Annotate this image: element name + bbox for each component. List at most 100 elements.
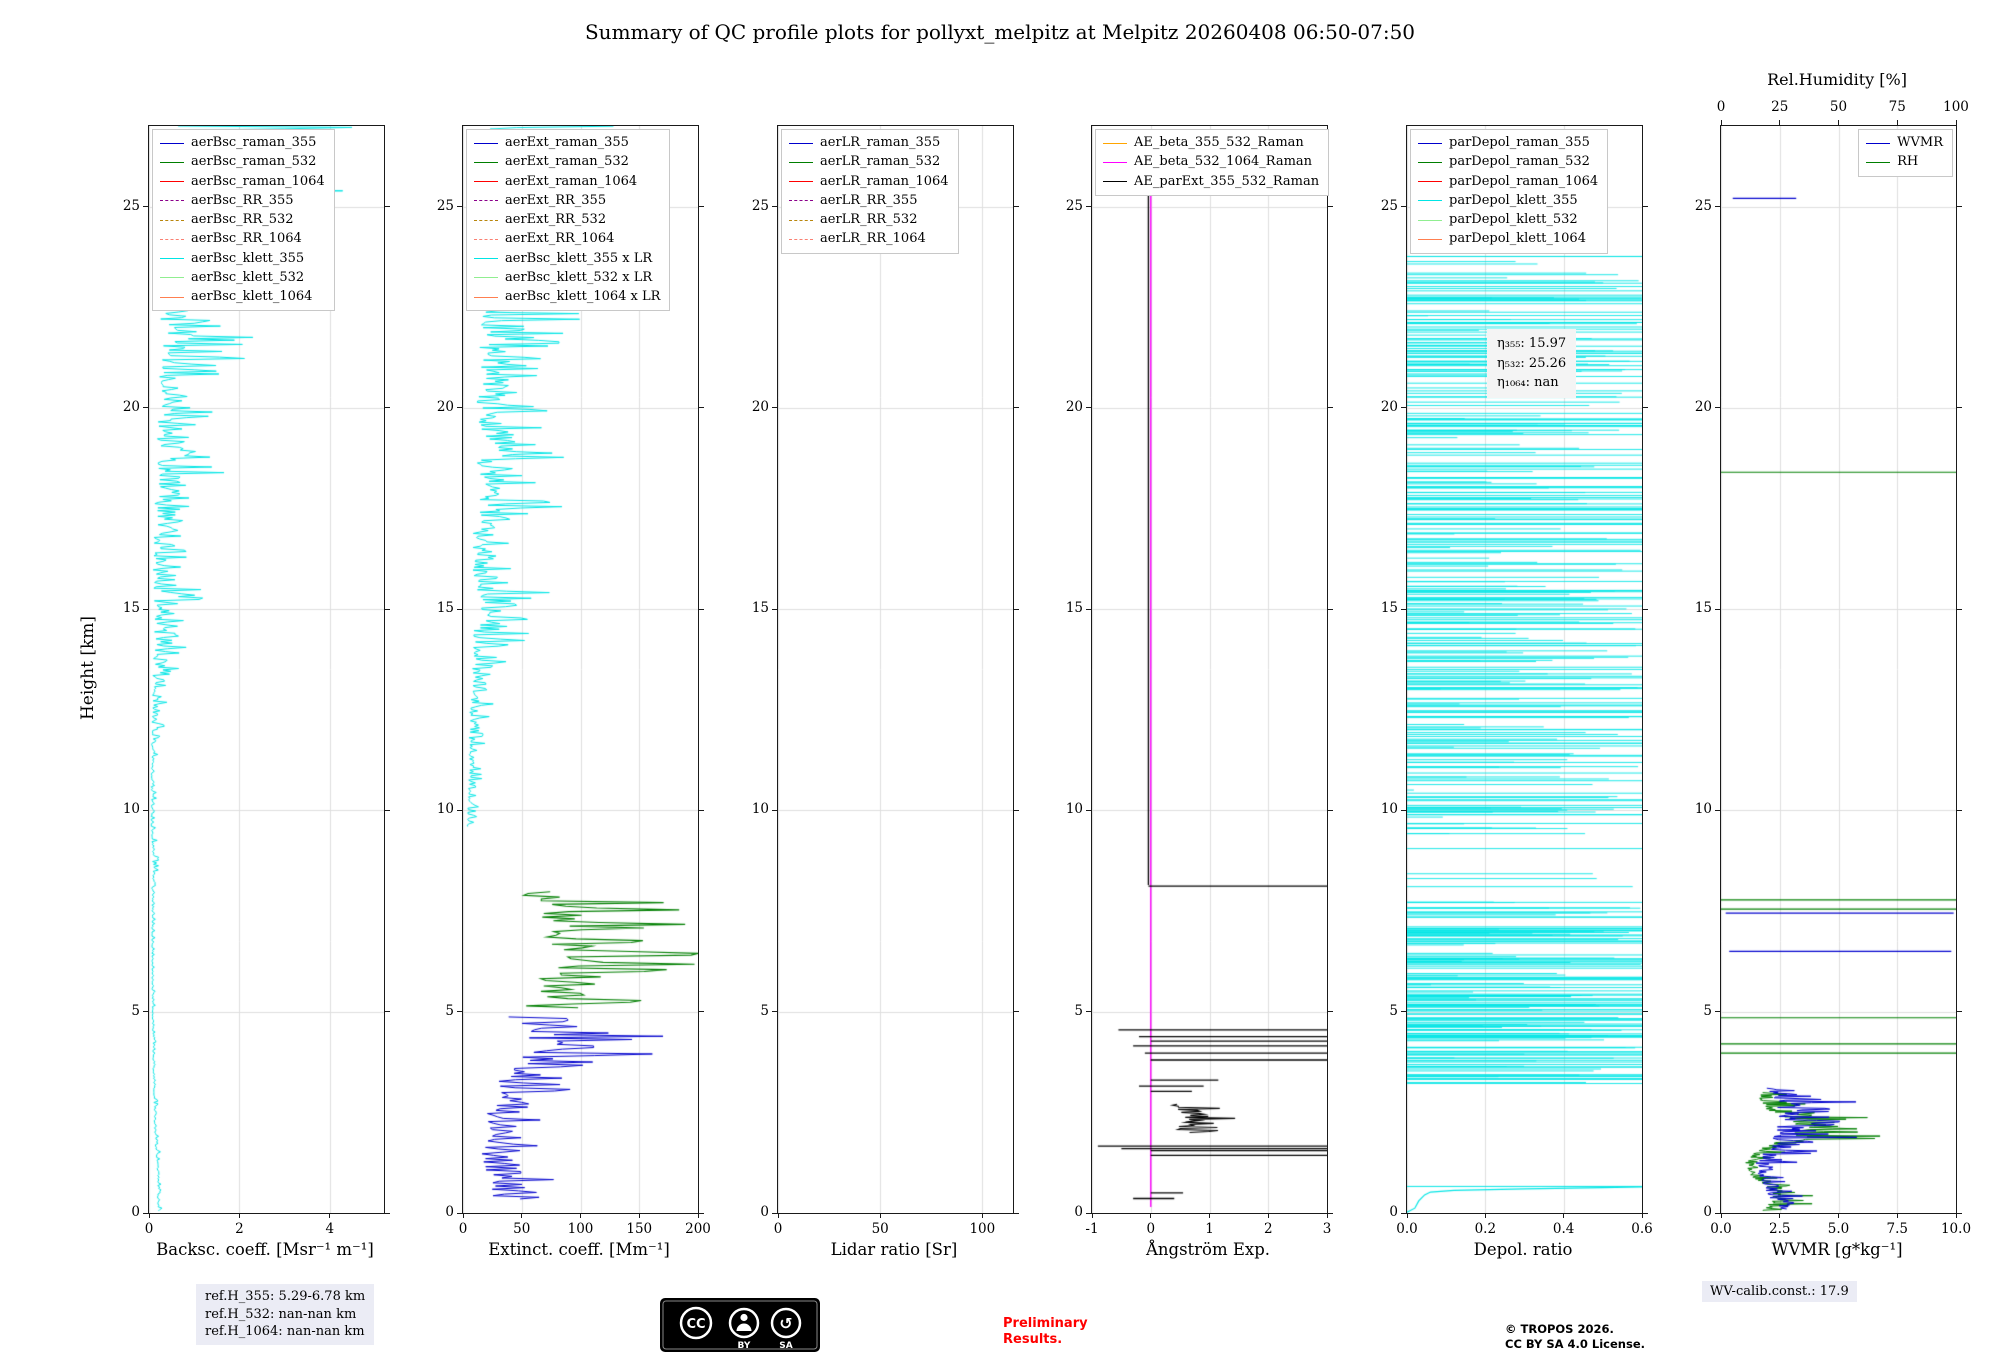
legend-line-sample (789, 142, 813, 144)
x-tick-label: 2 (235, 1221, 244, 1237)
y-tick-label: 0 (445, 1204, 454, 1220)
x-tick-mark (1896, 1213, 1898, 1218)
legend-line-sample (1418, 200, 1442, 202)
y-tick-mark-right (1328, 407, 1333, 409)
x-tick-mark (638, 1213, 640, 1218)
top-tick-mark (1896, 120, 1898, 125)
y-tick-label: 10 (1380, 801, 1398, 818)
y-tick-label: 20 (751, 398, 769, 415)
legend-item: aerBsc_klett_1064 x LR (474, 289, 660, 305)
x-tick-label: 0.6 (1631, 1221, 1653, 1237)
legend-label: parDepol_klett_1064 (1449, 231, 1586, 247)
legend-label: aerExt_raman_1064 (505, 173, 638, 189)
legend-item: aerBsc_klett_532 x LR (474, 270, 660, 286)
y-tick-mark (772, 407, 777, 409)
legend-label: aerBsc_raman_532 (191, 154, 317, 170)
legend: AE_beta_355_532_Raman AE_beta_532_1064_Ra… (1095, 129, 1330, 196)
y-tick-mark-right (1957, 608, 1962, 610)
y-tick-label: 0 (1074, 1204, 1083, 1220)
cc-icon: CC (686, 1317, 705, 1332)
legend-item: aerExt_RR_1064 (474, 231, 660, 247)
depol-canvas (1407, 126, 1642, 1213)
copyright-note: © TROPOS 2026. CC BY SA 4.0 License. (1505, 1322, 1645, 1352)
y-tick-mark-right (699, 809, 704, 811)
legend-item: RH (1866, 154, 1943, 170)
y-tick-mark (1401, 1011, 1406, 1013)
x-tick-label: 1 (1205, 1221, 1214, 1237)
y-tick-label: 25 (436, 197, 454, 214)
y-tick-mark (457, 608, 462, 610)
y-tick-mark (143, 1011, 148, 1013)
eta-1064: η₁₀₆₄: nan (1497, 375, 1559, 390)
legend-line-sample (1418, 142, 1442, 144)
legend: WVMR RH (1858, 129, 1953, 177)
legend-label: parDepol_klett_532 (1449, 212, 1578, 227)
legend-line-sample (474, 258, 498, 260)
cc-by-sa-license-badge: CC ↺ BY SA (660, 1298, 820, 1352)
x-tick-mark (148, 1213, 150, 1218)
x-tick-label: 5.0 (1827, 1221, 1850, 1237)
top-tick-mark (1955, 120, 1957, 125)
y-tick-label: 15 (1065, 600, 1083, 617)
x-tick-label: 100 (969, 1221, 996, 1237)
legend-label: aerExt_raman_355 (505, 135, 629, 150)
legend-item: aerExt_raman_532 (474, 154, 660, 170)
x-tick-label: 10.0 (1940, 1221, 1972, 1237)
x-tick-label: 50 (513, 1221, 531, 1237)
x-tick-mark (1641, 1213, 1643, 1218)
panel-lidar-ratio: 0 50 100 0 5 10 15 20 25 aerLR_raman_355 aerLR_ram… (752, 125, 1019, 1237)
legend-line-sample (1103, 142, 1127, 144)
top-tick-label: 0 (1716, 99, 1726, 115)
ref-height-1064: ref.H_1064: nan-nan km (205, 1324, 365, 1340)
y-tick-mark (1086, 1212, 1091, 1214)
y-tick-mark-right (1643, 1011, 1648, 1013)
y-tick-label: 10 (1694, 801, 1712, 818)
legend-label: aerBsc_RR_532 (191, 212, 294, 227)
y-tick-mark-right (1643, 407, 1648, 409)
legend-label: aerLR_RR_1064 (820, 231, 926, 247)
y-tick-label: 10 (436, 801, 454, 818)
legend-line-sample (1418, 219, 1442, 221)
y-tick-mark-right (699, 1011, 704, 1013)
legend-label: WVMR (1897, 135, 1943, 150)
legend-item: aerExt_raman_355 (474, 135, 660, 151)
legend-line-sample (1418, 161, 1442, 163)
legend-item: WVMR (1866, 135, 1943, 151)
y-tick-label: 15 (751, 600, 769, 617)
y-tick-label: 0 (1703, 1204, 1712, 1220)
legend-item: aerExt_RR_355 (474, 193, 660, 209)
x-tick-label: 0 (144, 1221, 154, 1237)
x-axis-label-depol: Depol. ratio (1473, 1240, 1573, 1259)
y-tick-mark-right (385, 809, 390, 811)
legend-item: aerBsc_klett_1064 (160, 289, 325, 305)
y-tick-label: 10 (751, 801, 769, 818)
x-tick-mark (981, 1213, 983, 1218)
legend-line-sample (474, 161, 498, 163)
legend-item: aerBsc_RR_355 (160, 193, 325, 209)
x-tick-label: 0.0 (1710, 1221, 1732, 1237)
legend-line-sample (789, 238, 813, 240)
legend-label: aerLR_raman_532 (820, 154, 941, 170)
legend-item: aerLR_raman_355 (789, 135, 949, 151)
y-tick-mark-right (385, 407, 390, 409)
legend-line-sample (789, 200, 813, 202)
y-tick-mark (1086, 407, 1091, 409)
y-tick-mark (457, 809, 462, 811)
y-tick-mark-right (1643, 206, 1648, 208)
x-tick-label: 3 (1322, 1221, 1332, 1237)
y-tick-mark (772, 1011, 777, 1013)
y-tick-mark-right (1957, 206, 1962, 208)
legend-line-sample (789, 181, 813, 183)
y-tick-label: 15 (1380, 600, 1398, 617)
by-person-icon (740, 1313, 748, 1322)
y-tick-label: 5 (131, 1002, 140, 1019)
legend-label: aerLR_raman_1064 (820, 173, 949, 189)
eta-355: η₃₅₅: 15.97 (1497, 336, 1567, 351)
y-tick-mark (1401, 608, 1406, 610)
y-tick-label: 10 (122, 801, 140, 818)
top-tick-mark (1720, 120, 1722, 125)
legend-label: aerExt_raman_532 (505, 154, 629, 170)
legend-label: aerBsc_klett_532 x LR (505, 269, 653, 285)
x-tick-label: 0 (458, 1221, 468, 1237)
x-tick-label: -1 (1085, 1221, 1099, 1237)
